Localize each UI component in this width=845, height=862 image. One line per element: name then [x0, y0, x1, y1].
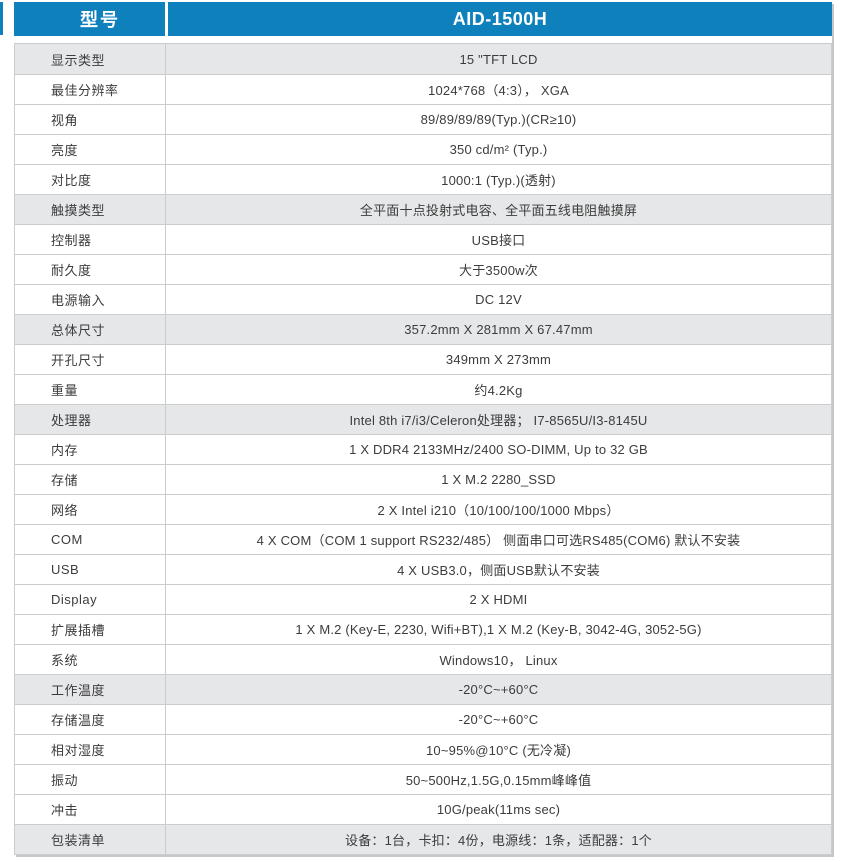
spec-label: 包装清单	[15, 825, 166, 854]
table-row: 最佳分辨率 1024*768（4:3）， XGA	[15, 74, 831, 104]
spec-value: 4 X USB3.0，侧面USB默认不安装	[166, 555, 831, 584]
table-row: USB 4 X USB3.0，侧面USB默认不安装	[15, 554, 831, 584]
spec-label: 控制器	[15, 225, 166, 254]
table-row: 开孔尺寸 349mm X 273mm	[15, 344, 831, 374]
spec-label: 内存	[15, 435, 166, 464]
spec-value: 2 X Intel i210（10/100/100/1000 Mbps）	[166, 495, 831, 524]
spec-value: 1024*768（4:3）， XGA	[166, 75, 831, 104]
table-row: 系统 Windows10， Linux	[15, 644, 831, 674]
spec-label: 扩展插槽	[15, 615, 166, 644]
left-edge-accent	[0, 2, 3, 35]
spec-value: -20°C~+60°C	[166, 705, 831, 734]
spec-label: USB	[15, 555, 166, 584]
table-row: 对比度 1000:1 (Typ.)(透射)	[15, 164, 831, 194]
spec-label: 存储	[15, 465, 166, 494]
table-row: 触摸类型 全平面十点投射式电容、全平面五线电阻触摸屏	[15, 194, 831, 224]
spec-label: 开孔尺寸	[15, 345, 166, 374]
header-model-label: 型号	[14, 2, 165, 36]
table-row: 总体尺寸 357.2mm X 281mm X 67.47mm	[15, 314, 831, 344]
spec-label: 网络	[15, 495, 166, 524]
spec-value: DC 12V	[166, 285, 831, 314]
spec-value: Intel 8th i7/i3/Celeron处理器； I7-8565U/I3-…	[166, 405, 831, 434]
spec-label: 存储温度	[15, 705, 166, 734]
table-row: 电源输入 DC 12V	[15, 284, 831, 314]
spec-value: 1 X M.2 2280_SSD	[166, 465, 831, 494]
table-row: Display 2 X HDMI	[15, 584, 831, 614]
spec-value: 2 X HDMI	[166, 585, 831, 614]
spec-label: 对比度	[15, 165, 166, 194]
spec-label: 电源输入	[15, 285, 166, 314]
table-row: 相对湿度 10~95%@10°C (无冷凝)	[15, 734, 831, 764]
spec-label: 显示类型	[15, 44, 166, 74]
table-row: 重量 约4.2Kg	[15, 374, 831, 404]
spec-value: USB接口	[166, 225, 831, 254]
table-row: 耐久度 大于3500w次	[15, 254, 831, 284]
spec-label: 冲击	[15, 795, 166, 824]
spec-value: 50~500Hz,1.5G,0.15mm峰峰值	[166, 765, 831, 794]
table-row: 显示类型 15 "TFT LCD	[15, 44, 831, 74]
spec-label: 触摸类型	[15, 195, 166, 224]
spec-value: 349mm X 273mm	[166, 345, 831, 374]
table-row: 网络 2 X Intel i210（10/100/100/1000 Mbps）	[15, 494, 831, 524]
table-row: 存储 1 X M.2 2280_SSD	[15, 464, 831, 494]
spec-value: Windows10， Linux	[166, 645, 831, 674]
spec-label: 振动	[15, 765, 166, 794]
spec-table-header: 型号 AID-1500H	[14, 2, 832, 36]
spec-label: 相对湿度	[15, 735, 166, 764]
spec-value: 15 "TFT LCD	[166, 44, 831, 74]
table-row: 扩展插槽 1 X M.2 (Key-E, 2230, Wifi+BT),1 X …	[15, 614, 831, 644]
spec-value: 大于3500w次	[166, 255, 831, 284]
spec-label: 系统	[15, 645, 166, 674]
table-row: 工作温度 -20°C~+60°C	[15, 674, 831, 704]
spec-label: 耐久度	[15, 255, 166, 284]
table-row: 控制器 USB接口	[15, 224, 831, 254]
table-row: 视角 89/89/89/89(Typ.)(CR≥10)	[15, 104, 831, 134]
spec-value: 10G/peak(11ms sec)	[166, 795, 831, 824]
spec-label: 处理器	[15, 405, 166, 434]
spec-value: 357.2mm X 281mm X 67.47mm	[166, 315, 831, 344]
table-row: 冲击 10G/peak(11ms sec)	[15, 794, 831, 824]
table-row: 存储温度 -20°C~+60°C	[15, 704, 831, 734]
spec-value: 全平面十点投射式电容、全平面五线电阻触摸屏	[166, 195, 831, 224]
spec-label: 视角	[15, 105, 166, 134]
header-model-value: AID-1500H	[168, 2, 832, 36]
spec-label: 亮度	[15, 135, 166, 164]
spec-label: 工作温度	[15, 675, 166, 704]
spec-label: 重量	[15, 375, 166, 404]
spec-label: 最佳分辨率	[15, 75, 166, 104]
spec-value: 350 cd/m² (Typ.)	[166, 135, 831, 164]
header-body-gap	[14, 36, 832, 43]
spec-label: 总体尺寸	[15, 315, 166, 344]
spec-label: COM	[15, 525, 166, 554]
table-row: 振动 50~500Hz,1.5G,0.15mm峰峰值	[15, 764, 831, 794]
spec-value: 1000:1 (Typ.)(透射)	[166, 165, 831, 194]
spec-value: 89/89/89/89(Typ.)(CR≥10)	[166, 105, 831, 134]
spec-value: 4 X COM（COM 1 support RS232/485） 侧面串口可选R…	[166, 525, 831, 554]
spec-value: -20°C~+60°C	[166, 675, 831, 704]
table-row: 包装清单 设备：1台，卡扣：4份，电源线：1条，适配器：1个	[15, 824, 831, 854]
spec-label: Display	[15, 585, 166, 614]
table-row: 处理器 Intel 8th i7/i3/Celeron处理器； I7-8565U…	[15, 404, 831, 434]
spec-value: 1 X M.2 (Key-E, 2230, Wifi+BT),1 X M.2 (…	[166, 615, 831, 644]
header-cell-divider	[165, 2, 168, 36]
table-row: COM 4 X COM（COM 1 support RS232/485） 侧面串…	[15, 524, 831, 554]
spec-value: 1 X DDR4 2133MHz/2400 SO-DIMM, Up to 32 …	[166, 435, 831, 464]
spec-table-body: 显示类型 15 "TFT LCD 最佳分辨率 1024*768（4:3）， XG…	[14, 43, 832, 855]
spec-table: 型号 AID-1500H 显示类型 15 "TFT LCD 最佳分辨率 1024…	[14, 2, 832, 855]
spec-value: 设备：1台，卡扣：4份，电源线：1条，适配器：1个	[166, 825, 831, 854]
spec-value: 10~95%@10°C (无冷凝)	[166, 735, 831, 764]
table-row: 亮度 350 cd/m² (Typ.)	[15, 134, 831, 164]
spec-value: 约4.2Kg	[166, 375, 831, 404]
table-row: 内存 1 X DDR4 2133MHz/2400 SO-DIMM, Up to …	[15, 434, 831, 464]
